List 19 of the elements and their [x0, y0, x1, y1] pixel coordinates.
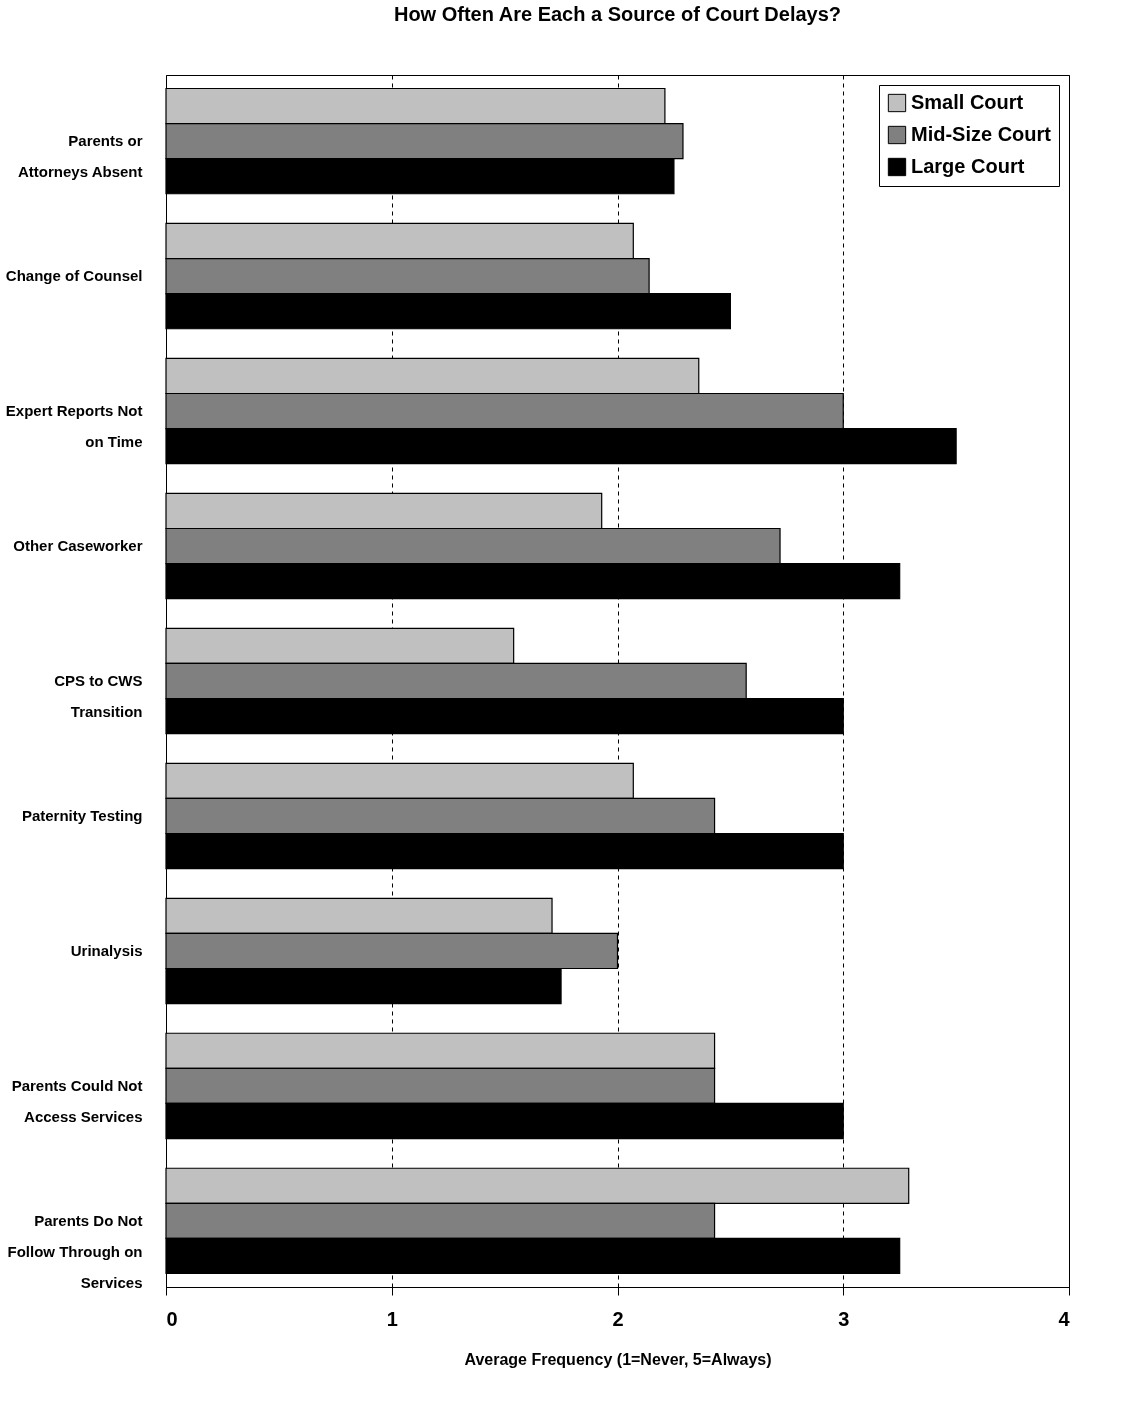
chart-title: How Often Are Each a Source of Court Delays?	[393, 3, 842, 25]
x-tick-label: 4	[1058, 1307, 1071, 1330]
y-tick-label: Parents Could Not Access Services	[11, 1076, 143, 1125]
legend-label: Large Court	[911, 155, 1025, 177]
x-tick-label: 2	[612, 1307, 624, 1330]
x-tick-label: 3	[838, 1307, 850, 1330]
y-tick-label: Paternity Testing	[21, 806, 143, 824]
y-tick-label: Parents Do Not Follow Through on Services	[7, 1211, 143, 1291]
y-tick-label: Parents or Attorneys Absent	[18, 132, 143, 181]
y-tick-label: Urinalysis	[70, 941, 143, 959]
legend-label: Small Court	[911, 91, 1024, 113]
x-axis-title: Average Frequency (1=Never, 5=Always)	[464, 1350, 772, 1368]
x-tick-label: 1	[386, 1307, 398, 1330]
legend-label: Mid-Size Court	[911, 123, 1052, 145]
y-tick-label: Expert Reports Not on Time	[5, 402, 143, 451]
y-tick-label: Other Caseworker	[13, 537, 143, 555]
y-tick-label: CPS to CWS Transition	[54, 672, 143, 720]
y-tick-label: Change of Counsel	[5, 267, 143, 285]
x-tick-label: 0	[166, 1307, 178, 1330]
